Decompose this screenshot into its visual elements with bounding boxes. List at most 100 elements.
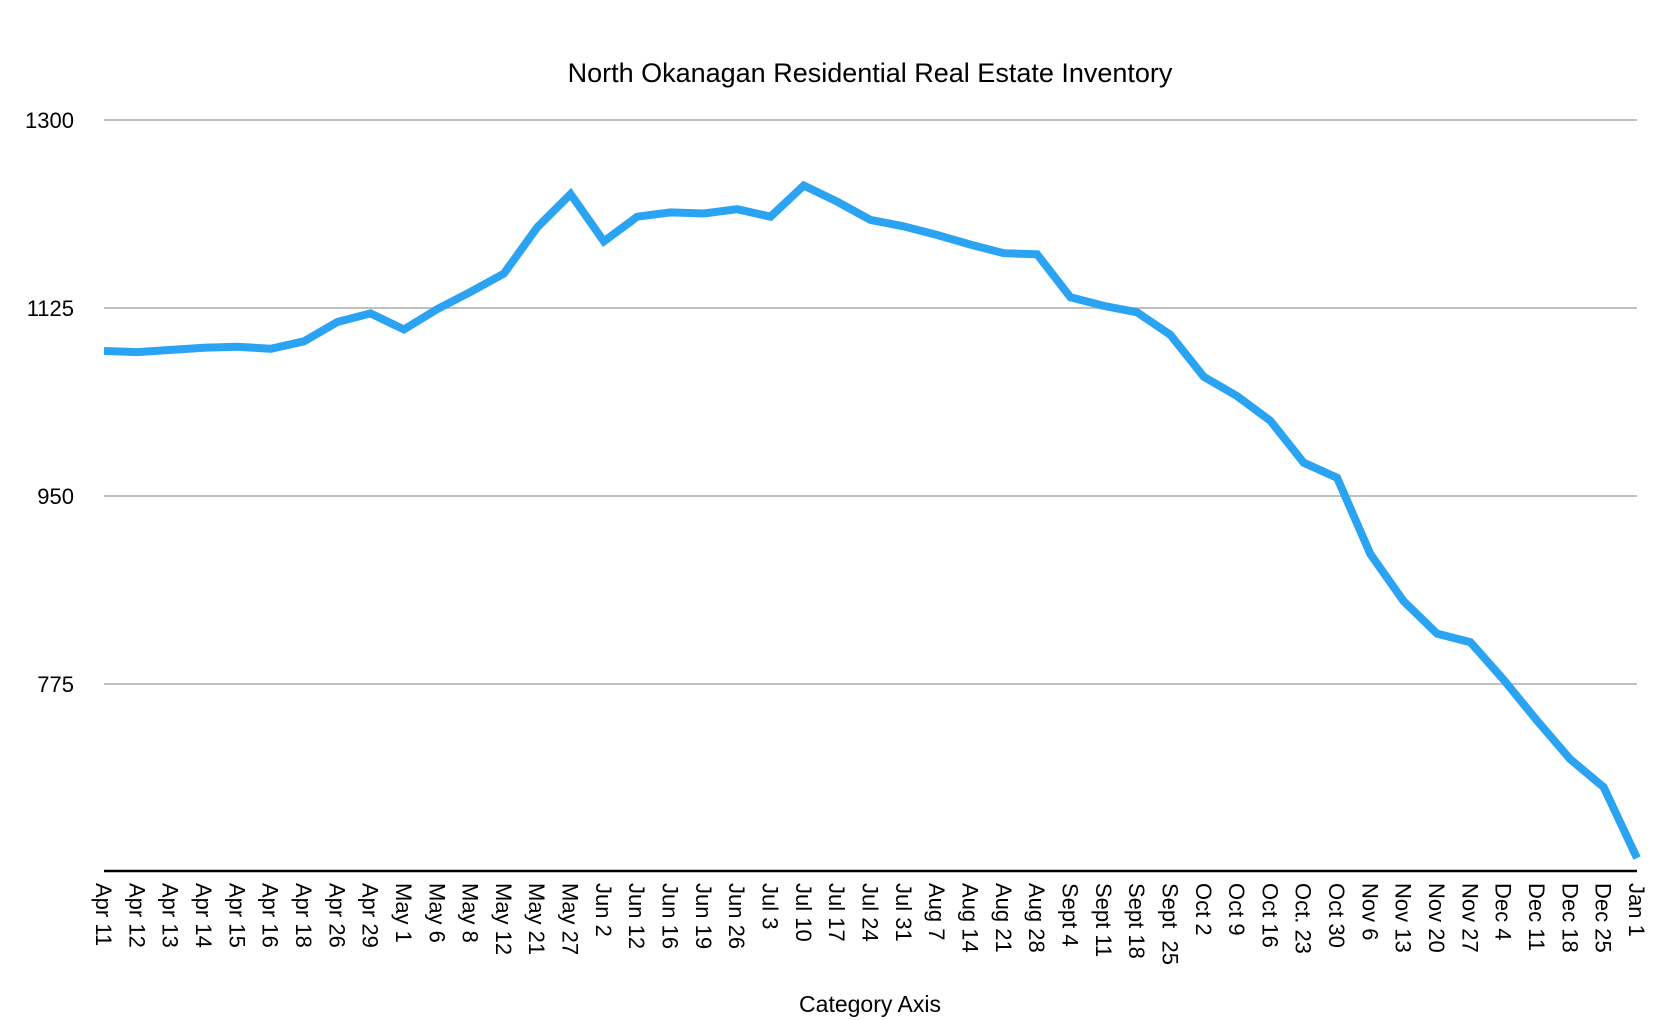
data-point: [167, 346, 175, 354]
x-tick-label: Jul 24: [858, 883, 883, 942]
x-tick-label: Jul 10: [791, 883, 816, 942]
x-tick-label: Apr 11: [91, 883, 116, 946]
data-point: [833, 198, 841, 206]
data-point: [867, 216, 875, 224]
data-point: [533, 223, 541, 231]
data-point: [700, 209, 708, 217]
x-tick-label: Aug 28: [1024, 883, 1049, 953]
x-tick-label: Oct 2: [1191, 883, 1216, 936]
data-point: [966, 241, 974, 249]
data-point: [267, 345, 275, 353]
x-tick-label: Apr 16: [258, 883, 283, 948]
x-axis-tick-labels: Apr 11 Apr 12 Apr 13 Apr 14 Apr 15 Apr 16 Apr …: [91, 883, 1649, 965]
data-point: [1400, 597, 1408, 605]
data-point: [1066, 293, 1074, 301]
data-point: [667, 208, 675, 216]
data-point: [1166, 331, 1174, 339]
data-point: [1200, 373, 1208, 381]
x-tick-label: Oct 30: [1324, 883, 1349, 948]
x-tick-label: Jun 12: [624, 883, 649, 949]
x-tick-label: Apr 18: [291, 883, 316, 948]
x-tick-label: May 21: [524, 883, 549, 955]
x-tick-label: Jul 17: [824, 883, 849, 942]
y-tick-label: 1125: [27, 296, 74, 321]
x-tick-label: Dec 18: [1557, 883, 1582, 953]
data-point: [1633, 854, 1641, 862]
x-tick-label: Sept 4: [1058, 883, 1083, 947]
x-tick-label: Jun 19: [691, 883, 716, 949]
data-point: [467, 288, 475, 296]
x-tick-label: Dec 11: [1524, 883, 1549, 951]
data-point: [300, 337, 308, 345]
x-tick-label: Aug 7: [924, 883, 949, 941]
y-tick-label: 775: [37, 672, 74, 697]
data-point: [100, 347, 108, 355]
data-point: [567, 190, 575, 198]
data-point: [900, 222, 908, 230]
x-tick-label: Apr 26: [324, 883, 349, 948]
x-tick-label: Jan 1: [1624, 883, 1649, 937]
x-tick-label: May 8: [458, 883, 483, 943]
data-point: [333, 318, 341, 326]
data-point: [1533, 717, 1541, 725]
data-point: [1000, 249, 1008, 257]
data-point: [1233, 392, 1241, 400]
x-tick-label: Nov 20: [1424, 883, 1449, 953]
data-point: [1566, 755, 1574, 763]
x-tick-label: Jun 26: [724, 883, 749, 949]
data-point: [1266, 417, 1274, 425]
x-tick-label: Aug 21: [991, 883, 1016, 953]
data-point: [1600, 783, 1608, 791]
series-layer: [100, 180, 1641, 862]
data-point: [133, 348, 141, 356]
x-tick-label: Apr 12: [124, 883, 149, 948]
series-line-0: [103, 180, 1641, 860]
x-tick-label: Apr 13: [158, 883, 183, 948]
data-point: [500, 270, 508, 278]
data-point: [400, 326, 408, 334]
x-tick-label: May 6: [424, 883, 449, 943]
x-tick-label: Sept 11: [1091, 883, 1116, 957]
data-point: [1033, 250, 1041, 258]
data-point: [733, 205, 741, 213]
x-tick-label: Nov 27: [1457, 883, 1482, 953]
x-tick-label: Jul 3: [758, 883, 783, 929]
data-point: [200, 344, 208, 352]
x-tick-label: Jun 16: [658, 883, 683, 949]
data-point: [1300, 459, 1308, 467]
x-tick-label: May 27: [558, 883, 583, 955]
data-point: [633, 213, 641, 221]
x-tick-label: Nov 13: [1391, 883, 1416, 953]
x-tick-label: Apr 29: [358, 883, 383, 948]
data-point: [1133, 308, 1141, 316]
x-tick-label: Aug 14: [958, 883, 983, 953]
x-tick-label: Nov 6: [1357, 883, 1382, 940]
data-point: [767, 213, 775, 221]
x-tick-label: Apr 15: [224, 883, 249, 948]
x-tick-label: Oct 9: [1224, 883, 1249, 936]
grid-layer: [104, 119, 1637, 686]
x-tick-label: Sept 25: [1157, 883, 1182, 965]
x-tick-label: May 1: [391, 883, 416, 943]
y-tick-label: 950: [37, 484, 74, 509]
data-point: [800, 182, 808, 190]
data-point: [433, 305, 441, 313]
data-point: [600, 237, 608, 245]
data-point: [1500, 676, 1508, 684]
data-point: [367, 309, 375, 317]
x-tick-label: Jul 31: [891, 883, 916, 942]
data-point: [1433, 630, 1441, 638]
data-point: [1366, 550, 1374, 558]
y-tick-label: 1300: [25, 108, 74, 133]
data-point: [233, 343, 241, 351]
x-tick-label: Dec 25: [1591, 883, 1616, 953]
y-axis-tick-labels: 775 950 1125 1300: [25, 108, 74, 697]
x-tick-label: Apr 14: [191, 883, 216, 948]
x-tick-label: Dec 4: [1491, 883, 1516, 940]
data-point: [1333, 474, 1341, 482]
chart-title: North Okanagan Residential Real Estate I…: [568, 58, 1173, 88]
data-point: [933, 231, 941, 239]
data-point: [1466, 638, 1474, 646]
